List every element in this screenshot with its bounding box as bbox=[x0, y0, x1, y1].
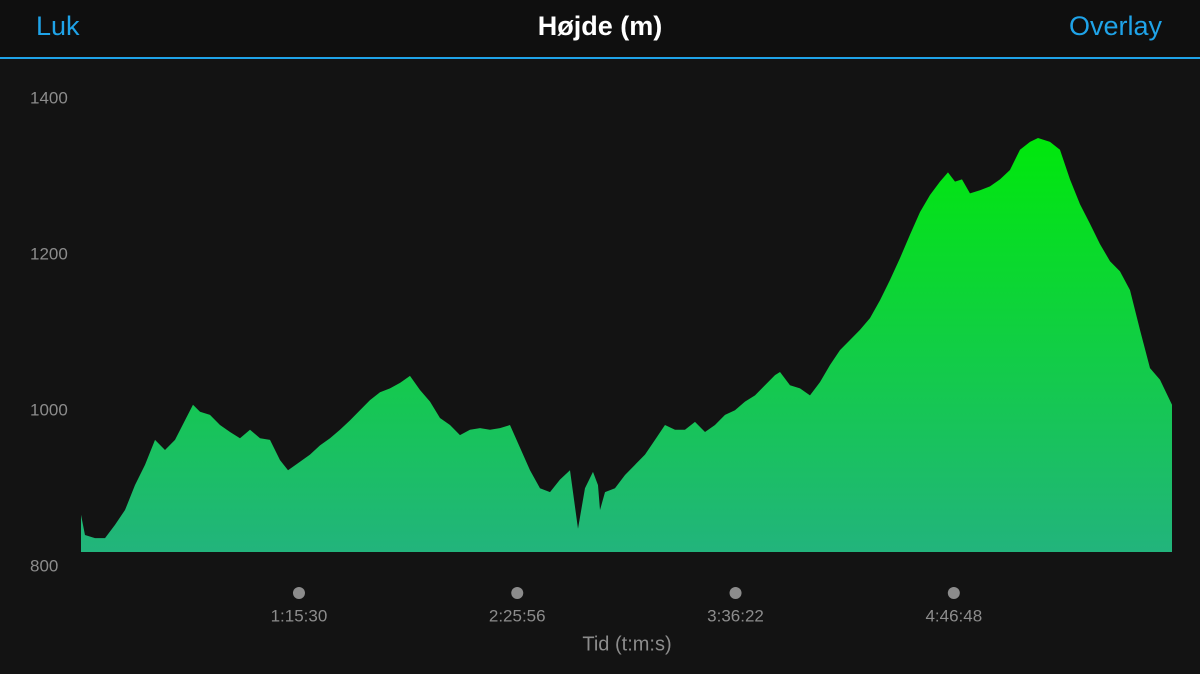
title: Højde (m) bbox=[538, 11, 663, 41]
close-button[interactable]: Luk bbox=[36, 11, 80, 41]
y-tick-label: 800 bbox=[30, 556, 58, 575]
x-tick-dot bbox=[729, 587, 742, 599]
overlay-button[interactable]: Overlay bbox=[1069, 11, 1163, 41]
y-tick-label: 1000 bbox=[30, 400, 68, 419]
x-tick-dot bbox=[292, 587, 305, 599]
y-tick-label: 1200 bbox=[30, 244, 68, 263]
elevation-area bbox=[81, 138, 1172, 552]
header-bar bbox=[0, 0, 1200, 58]
y-tick-label: 1400 bbox=[30, 88, 68, 107]
x-tick-label: 2:25:56 bbox=[489, 606, 546, 625]
x-tick-label: 4:46:48 bbox=[925, 606, 982, 625]
x-tick-dot bbox=[947, 587, 960, 599]
x-axis-label: Tid (t:m:s) bbox=[582, 633, 671, 655]
x-tick-label: 1:15:30 bbox=[271, 606, 328, 625]
x-tick-label: 3:36:22 bbox=[707, 606, 764, 625]
x-tick-dot bbox=[511, 587, 524, 599]
